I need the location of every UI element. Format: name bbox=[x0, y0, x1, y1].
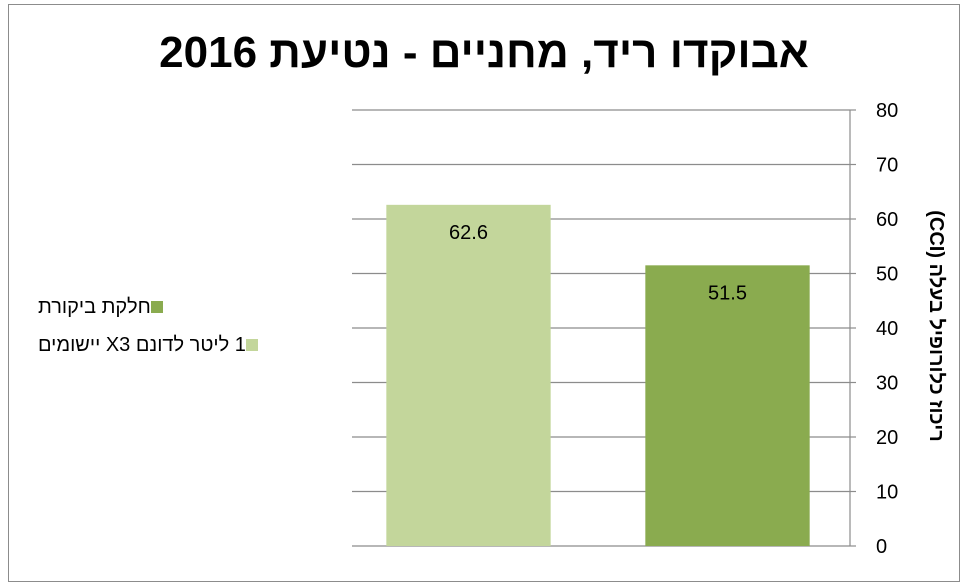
y-tick-label: 20 bbox=[876, 427, 898, 449]
legend: חלקת ביקורת 1 ליטר לדונם X3 יישומים bbox=[38, 288, 338, 364]
chart-title: אבוקדו ריד, מחניים - נטיעת 2016 bbox=[159, 28, 809, 77]
legend-label-treatment: 1 ליטר לדונם X3 יישומים bbox=[38, 333, 246, 356]
data-label: 51.5 bbox=[708, 282, 747, 304]
y-tick-label: 40 bbox=[876, 318, 898, 340]
y-axis-title: ריכוז כלורופיל בעלה (CCI) bbox=[925, 210, 947, 442]
legend-swatch-control bbox=[150, 301, 163, 313]
y-tick-label: 80 bbox=[876, 100, 898, 122]
data-label: 62.6 bbox=[449, 222, 488, 244]
legend-swatch-treatment bbox=[245, 339, 258, 351]
y-tick-label: 50 bbox=[876, 264, 898, 286]
y-tick-label: 0 bbox=[876, 536, 887, 558]
y-tick-label: 30 bbox=[876, 373, 898, 395]
y-tick-label: 60 bbox=[876, 209, 898, 231]
bar bbox=[645, 265, 810, 546]
bar bbox=[386, 204, 551, 546]
y-tick-label: 10 bbox=[876, 482, 898, 504]
legend-item-control: חלקת ביקורת bbox=[38, 288, 338, 326]
legend-item-treatment: 1 ליטר לדונם X3 יישומים bbox=[38, 326, 338, 364]
legend-label-control: חלקת ביקורת bbox=[38, 295, 151, 318]
y-tick-label: 70 bbox=[876, 155, 898, 177]
